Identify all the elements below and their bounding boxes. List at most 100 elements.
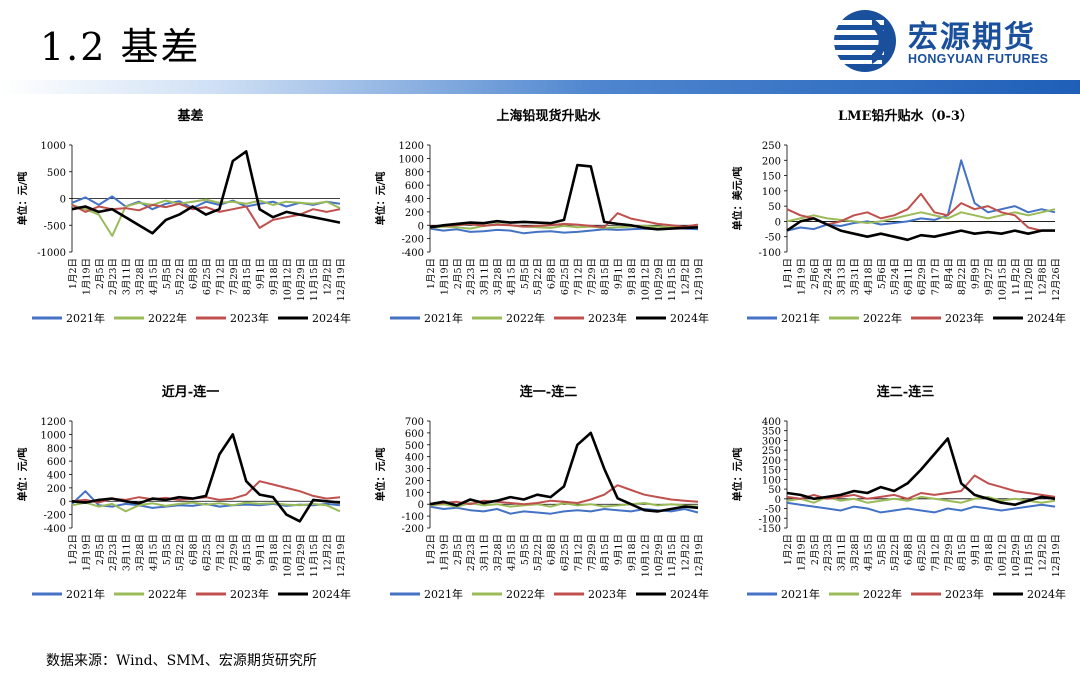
y-tick-label: 300 (405, 465, 424, 476)
y-tick-label: 400 (405, 195, 424, 206)
y-tick-label: -50 (765, 233, 781, 244)
x-tick-label: 11月15日 (1024, 534, 1035, 577)
y-tick-label: 200 (762, 456, 781, 467)
x-tick-label: 5月5日 (162, 258, 173, 289)
x-tick-label: 1月19日 (796, 258, 807, 295)
x-tick-label: 7月29日 (587, 258, 598, 295)
y-tick-label: -50 (765, 505, 781, 516)
legend-label: 2022年 (148, 311, 187, 325)
y-tick-label: 400 (405, 453, 424, 464)
series-line-2023年 (429, 212, 699, 229)
x-tick-label: 6月8日 (547, 534, 558, 565)
x-tick-label: 9月1日 (256, 258, 267, 289)
x-tick-label: 10月29日 (654, 534, 665, 577)
x-tick-label: 2月23日 (108, 534, 119, 571)
x-tick-label: 1月19日 (81, 258, 92, 295)
y-tick-label: 200 (405, 476, 424, 487)
x-tick-label: 1月2日 (783, 534, 794, 565)
y-tick-label: 200 (405, 208, 424, 219)
legend-label: 2021年 (424, 587, 463, 601)
x-tick-label: 5月22日 (533, 258, 544, 295)
legend-label: 2023年 (588, 587, 627, 601)
x-tick-label: 6月29日 (917, 258, 928, 295)
series-line-2022年 (71, 198, 341, 237)
x-tick-label: 9月1日 (614, 258, 625, 289)
x-tick-label: 2月5日 (95, 534, 106, 565)
series-line-2023年 (429, 484, 699, 506)
x-tick-label: 6月25日 (202, 258, 213, 295)
x-tick-label: 12月2日 (323, 258, 334, 295)
x-tick-label: 5月22日 (533, 534, 544, 571)
chart-title: 上海铅现货升贴水 (496, 108, 601, 124)
y-tick-label: 1200 (41, 417, 66, 428)
legend-label: 2023年 (945, 311, 984, 325)
chart-lme-premium: LME铅升贴水（0-3） 单位：美元/吨 -100 -50 0 50 100 150 200 25… (725, 100, 1070, 325)
y-tick-label: 600 (405, 181, 424, 192)
legend-label: 2021年 (66, 311, 105, 325)
series-line-2024年 (786, 437, 1056, 506)
y-tick-label: 1000 (399, 154, 424, 165)
y-tick-label: 250 (762, 446, 781, 457)
chart-spot-vs-first: 近月-连一 单位：元/吨 -400 -200 0 200 400 600 800 1000 1200… (10, 376, 355, 601)
y-tick-label: 600 (405, 429, 424, 440)
x-tick-label: 8月15日 (600, 534, 611, 571)
y-tick-label: 50 (768, 485, 781, 496)
series-line-2023年 (786, 192, 1055, 232)
x-tick-label: 5月5日 (520, 258, 531, 289)
x-tick-label: 12月8日 (1038, 258, 1049, 295)
x-tick-label: 3月31日 (850, 258, 861, 295)
x-tick-label: 10月12日 (282, 534, 293, 577)
y-tick-label: 800 (47, 444, 66, 455)
x-tick-label: 4月15日 (148, 258, 159, 295)
x-tick-label: 10月12日 (997, 534, 1008, 577)
y-tick-label: 100 (762, 475, 781, 486)
x-tick-label: 2月23日 (466, 534, 477, 571)
x-tick-label: 5月5日 (162, 534, 173, 565)
series-line-2021年 (71, 195, 341, 211)
x-tick-label: 6月8日 (904, 534, 915, 565)
company-logo: 宏源期货 HONGYUAN FUTURES (828, 8, 1068, 74)
x-tick-label: 3月11日 (837, 534, 848, 571)
x-tick-label: 12月19日 (336, 534, 347, 577)
y-tick-label: 0 (60, 497, 66, 508)
y-axis-label: 单位：元/吨 (374, 448, 387, 502)
x-tick-label: 5月5日 (877, 534, 888, 565)
legend-label: 2024年 (312, 587, 351, 601)
x-tick-label: 3月11日 (480, 258, 491, 295)
x-tick-label: 3月28日 (493, 258, 504, 295)
x-tick-label: 4月15日 (506, 534, 517, 571)
y-tick-label: 350 (762, 427, 781, 438)
y-tick-label: -1000 (37, 248, 66, 259)
x-tick-label: 2月5日 (453, 534, 464, 565)
x-tick-label: 1月19日 (796, 534, 807, 571)
y-tick-label: 100 (405, 488, 424, 499)
y-tick-label: 0 (775, 217, 781, 228)
y-tick-label: 250 (762, 141, 781, 152)
series-line-2022年 (429, 222, 699, 230)
y-tick-label: 700 (405, 417, 424, 428)
logo-text-en: HONGYUAN FUTURES (908, 52, 1049, 66)
logo-text-cn: 宏源期货 (908, 20, 1036, 55)
x-tick-label: 9月18日 (269, 534, 280, 571)
legend-label: 2024年 (1027, 311, 1066, 325)
x-tick-label: 7月12日 (930, 534, 941, 571)
x-tick-label: 7月12日 (573, 258, 584, 295)
x-tick-label: 2月5日 (453, 258, 464, 289)
x-tick-label: 12月19日 (694, 258, 705, 301)
x-tick-label: 8月22日 (957, 258, 968, 295)
chart-basis: 基差 单位：元/吨 -1000 -500 0 500 1000 1月2日 1月19日 2月5日 2月… (10, 100, 355, 325)
y-tick-label: 200 (762, 156, 781, 167)
x-tick-label: 6月25日 (202, 534, 213, 571)
x-tick-label: 3月13日 (837, 258, 848, 295)
x-tick-label: 6月11日 (904, 258, 915, 295)
y-tick-label: -400 (402, 248, 424, 259)
y-tick-label: -500 (44, 221, 66, 232)
y-tick-label: 0 (775, 495, 781, 506)
x-tick-label: 12月2日 (323, 534, 334, 571)
y-tick-label: -200 (402, 235, 424, 246)
series-line-2024年 (71, 433, 341, 523)
x-tick-label: 9月1日 (971, 534, 982, 565)
x-tick-label: 1月19日 (439, 258, 450, 295)
